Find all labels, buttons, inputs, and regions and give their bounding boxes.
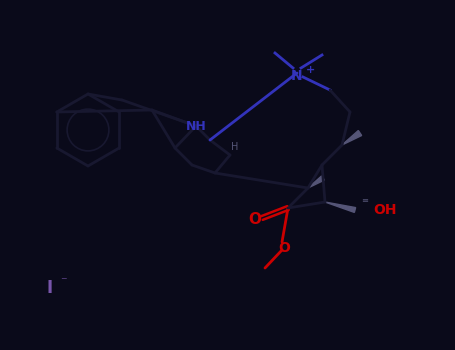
Text: O: O [248, 212, 262, 228]
Text: ⁻: ⁻ [60, 275, 66, 288]
Polygon shape [325, 202, 356, 212]
Text: +: + [306, 65, 315, 75]
Text: O: O [278, 241, 290, 255]
Text: ≡: ≡ [362, 196, 369, 204]
Text: I: I [47, 279, 53, 297]
Polygon shape [308, 176, 324, 188]
Polygon shape [342, 131, 362, 145]
Text: OH: OH [373, 203, 396, 217]
Text: H: H [231, 142, 239, 152]
Text: NH: NH [186, 119, 207, 133]
Text: N: N [291, 69, 303, 83]
